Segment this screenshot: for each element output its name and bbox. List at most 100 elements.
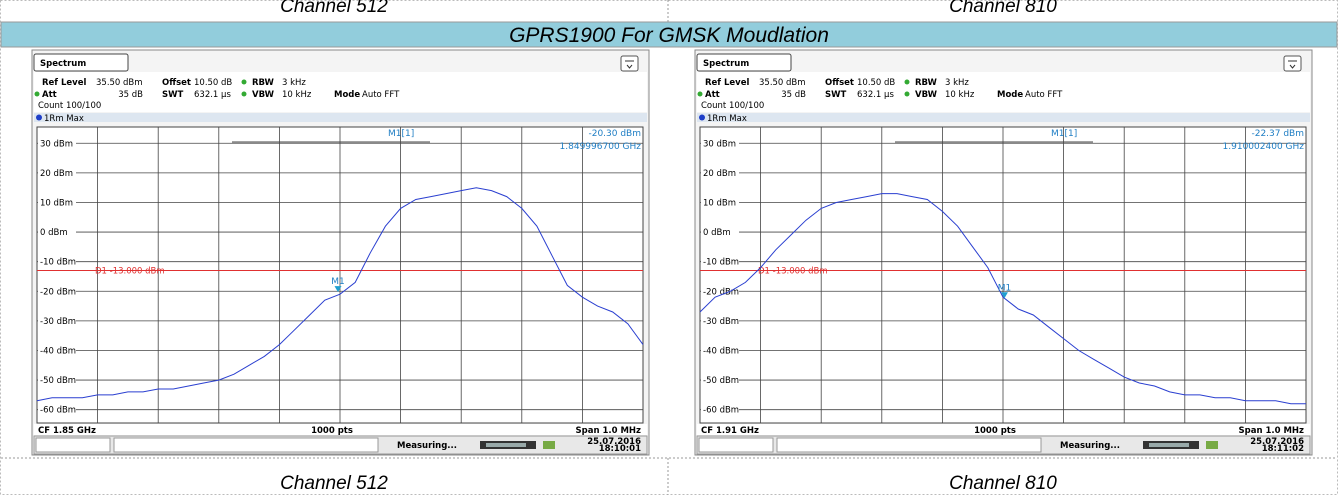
label: VBW: [915, 90, 938, 100]
led: [697, 91, 703, 97]
tick-label-bg: [701, 315, 739, 326]
tick-label-bg: [38, 197, 76, 208]
y-tick-label: 30 dBm: [703, 139, 736, 149]
status-box: [698, 437, 774, 453]
y-tick-label: 10 dBm: [40, 198, 73, 208]
tick-label-bg: [38, 375, 76, 386]
y-tick-label: 30 dBm: [40, 139, 73, 149]
y-tick-label: -20 dBm: [40, 287, 76, 297]
menu-icon-glyph: [1288, 60, 1297, 69]
marker-tag: M1: [331, 277, 345, 287]
span: Span 1.0 MHz: [576, 426, 642, 436]
tick-label-bg: [701, 197, 739, 208]
trace-label: 1Rm Max: [707, 114, 747, 124]
trace-bar: [697, 113, 1310, 122]
display-line-label: D1 -13.000 dBm: [95, 267, 165, 277]
tick-label-bg: [701, 138, 739, 149]
footer-bar: [697, 424, 1310, 435]
tab-label: Spectrum: [703, 59, 749, 69]
trace: [699, 193, 1306, 405]
header-bar: [0, 21, 1338, 48]
progress-fill: [1149, 443, 1189, 447]
marker-name: M1[1]: [1051, 129, 1077, 139]
marker-tag: M1: [998, 283, 1012, 293]
label: Att: [42, 90, 57, 100]
tick-label-bg: [38, 345, 76, 356]
label: Ref Level: [42, 78, 86, 88]
tick-label-bg: [38, 167, 76, 178]
value: 10 kHz: [282, 90, 312, 100]
progress-fill: [486, 443, 526, 447]
marker: [1000, 292, 1008, 299]
menu-icon-glyph: [625, 60, 634, 69]
y-tick-label: -60 dBm: [703, 406, 739, 416]
tick-label-bg: [701, 286, 739, 297]
tick-label-bg: [38, 256, 76, 267]
y-tick-label: 20 dBm: [703, 169, 736, 179]
trace-dot: [699, 114, 705, 121]
label: SWT: [162, 90, 183, 100]
led: [241, 79, 247, 85]
status: Measuring...: [397, 441, 457, 451]
points: 1000 pts: [974, 426, 1016, 436]
value: 632.1 µs: [857, 90, 894, 100]
date: 25.07.2016: [1250, 437, 1304, 447]
time: 18:10:01: [599, 444, 641, 454]
tick-label-bg: [38, 404, 76, 415]
trace: [36, 187, 644, 402]
label: SWT: [825, 90, 846, 100]
status-box: [776, 437, 1042, 453]
value: 3 kHz: [945, 78, 969, 88]
tab: [696, 53, 792, 72]
info-bg: [34, 72, 647, 112]
label: Ref Level: [705, 78, 749, 88]
value: 10.50 dB: [857, 78, 895, 88]
footer-bar: [34, 424, 647, 435]
label: RBW: [915, 78, 938, 88]
display-line-label: D1 -13.000 dBm: [758, 267, 828, 277]
y-tick-label: -10 dBm: [703, 258, 739, 268]
spectrum-screen: Spectrum Ref Level 35.50 dBm Offset 10.50 dB…: [694, 49, 1313, 456]
marker-level: -22.37 dBm: [1251, 129, 1304, 139]
top-caption: Channel 512: [280, 0, 388, 17]
y-tick-label: -50 dBm: [40, 376, 76, 386]
spectrum-screen: Spectrum Ref Level 35.50 dBm Offset 10.50 dB…: [31, 49, 650, 456]
header-title: GPRS1900 For GMSK Moudlation: [509, 24, 829, 47]
value: Auto FFT: [362, 90, 400, 100]
marker: [334, 286, 342, 293]
y-tick-label: -40 dBm: [40, 346, 76, 356]
tab: [33, 53, 129, 72]
tick-label-bg: [701, 404, 739, 415]
trace-dot: [36, 114, 42, 121]
status: Measuring...: [1060, 441, 1120, 451]
y-tick-label: -60 dBm: [40, 406, 76, 416]
tick-label-bg: [38, 315, 76, 326]
value: 632.1 µs: [194, 90, 231, 100]
bottom-caption: Channel 810: [949, 473, 1057, 494]
trace-label: 1Rm Max: [44, 114, 84, 124]
tick-label-bg: [38, 138, 76, 149]
menu-icon: [620, 55, 639, 72]
y-tick-label: -30 dBm: [40, 317, 76, 327]
points: 1000 pts: [311, 426, 353, 436]
status-box: [35, 437, 111, 453]
value: 10 kHz: [945, 90, 975, 100]
marker-freq: 1.910002400 GHz: [1223, 142, 1305, 152]
tick-label-bg: [701, 256, 739, 267]
top-caption: Channel 810: [949, 0, 1057, 17]
status-box: [113, 437, 379, 453]
led: [34, 91, 40, 97]
marker-name: M1[1]: [388, 129, 414, 139]
y-tick-label: 0 dBm: [40, 228, 68, 238]
tick-label-bg: [701, 345, 739, 356]
icon: [1206, 441, 1218, 449]
tab-label: Spectrum: [40, 59, 86, 69]
value: 35 dB: [118, 90, 143, 100]
led: [904, 91, 910, 97]
y-tick-label: -20 dBm: [703, 287, 739, 297]
marker-freq: 1.849996700 GHz: [560, 142, 642, 152]
count: Count 100/100: [38, 101, 101, 111]
value: 10.50 dB: [194, 78, 232, 88]
